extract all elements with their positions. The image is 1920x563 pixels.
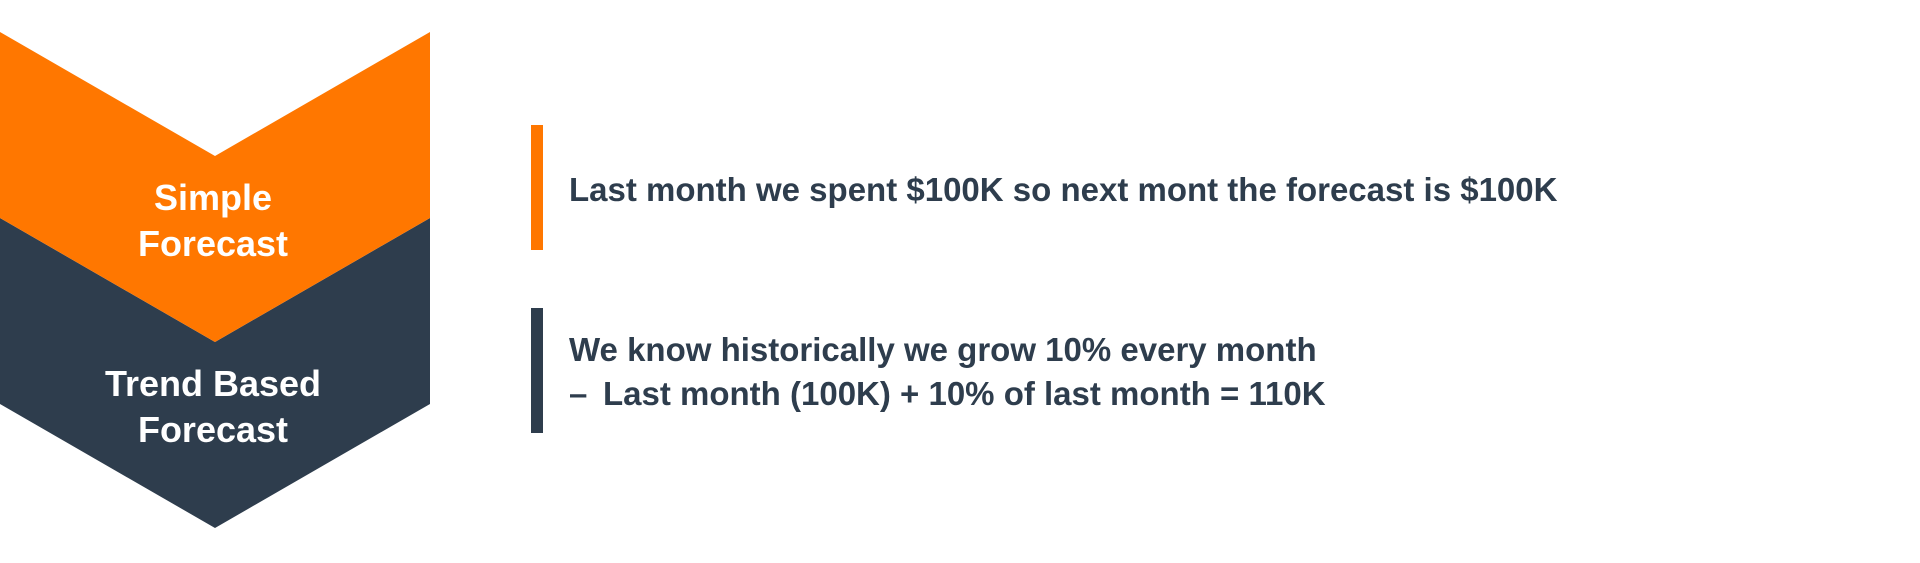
chevron-simple-label-line1: Simple bbox=[154, 177, 272, 218]
chevron-simple bbox=[0, 32, 430, 342]
accent-bar-navy bbox=[531, 308, 543, 433]
chevron-trend-label-line2: Forecast bbox=[138, 409, 288, 450]
accent-bar-orange bbox=[531, 125, 543, 250]
chevron-trend-label-line1: Trend Based bbox=[105, 363, 321, 404]
dash-bullet: – bbox=[569, 375, 588, 412]
simple-forecast-description: Last month we spent $100K so next mont t… bbox=[569, 171, 1558, 208]
trend-forecast-description: We know historically we grow 10% every m… bbox=[569, 328, 1326, 416]
chevron-process-diagram: Simple Forecast Trend Based Forecast bbox=[0, 32, 430, 528]
chevron-simple-label-line2: Forecast bbox=[138, 223, 288, 264]
trend-forecast-description-line1: We know historically we grow 10% every m… bbox=[569, 331, 1317, 368]
trend-forecast-formula: Last month (100K) + 10% of last month = … bbox=[603, 375, 1326, 412]
trend-forecast-description-line2: – Last month (100K) + 10% of last month =… bbox=[569, 372, 1326, 416]
chevron-trend-based bbox=[0, 218, 430, 528]
